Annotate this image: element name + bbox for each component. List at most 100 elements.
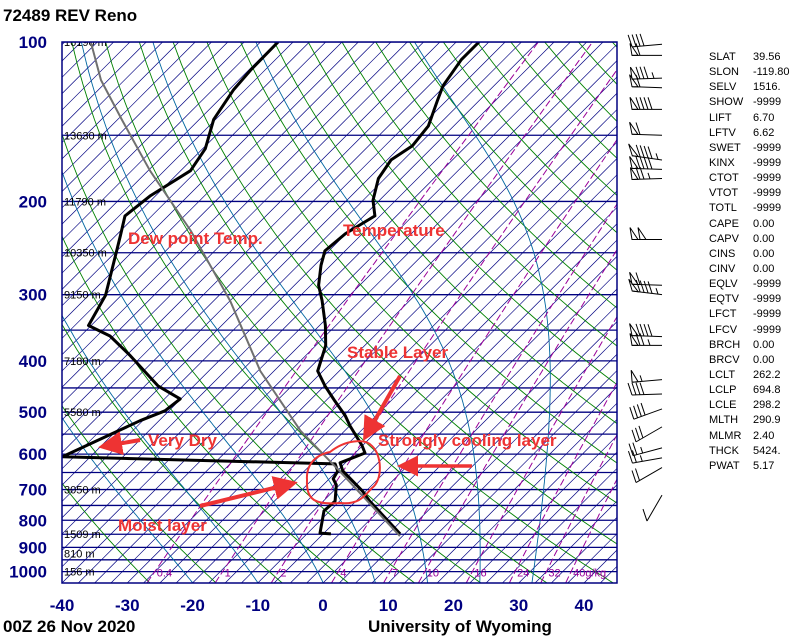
stat-key: TOTL [709,202,737,215]
pressure-tick-label: 500 [19,403,47,422]
isotherm-line [62,42,571,551]
wind-barb [631,425,663,443]
isotherm-line [62,42,65,46]
dry-adiabat [71,42,481,583]
very-dry-annotation: Very Dry [148,431,217,450]
plot-frame [61,41,618,584]
stat-key: LIFT [709,111,732,124]
stable-layer-annotation: Stable Layer [347,343,449,362]
stat-row: CAPE 0.00 [709,217,790,232]
isotherm-line [339,304,617,583]
mixing-ratio-label: 7 [392,568,398,580]
stat-value: 0.00 [753,217,775,230]
wind-barb [629,156,663,170]
stat-row: EQTV -9999 [709,292,790,307]
stat-key: PWAT [709,459,740,472]
stat-value: -9999 [753,308,782,321]
wind-barb [629,74,663,89]
pressure-tick-label: 800 [19,511,47,530]
stat-value: -9999 [753,96,782,109]
stat-key: MLTH [709,414,739,427]
stat-value: 694.8 [753,384,781,397]
pressure-tick-label: 400 [19,352,47,371]
mixing-ratio-line [214,42,594,583]
isotherm-line [62,42,245,225]
isotherm-line [62,42,261,241]
wind-barb [629,66,663,80]
isotherm-line [62,42,196,176]
stat-value: -9999 [753,156,782,169]
moist-adiabat [62,416,194,583]
mixing-ratio-line [383,203,617,583]
temperature-tick-label: -40 [50,596,75,615]
stat-row: THCK 5424. [709,444,790,459]
red-annotations [98,375,472,508]
isotherm-line [224,190,617,583]
stat-value: 5424. [753,444,781,457]
wind-barb [628,442,663,457]
mixing-ratio-line [508,381,617,583]
stat-row: SWET -9999 [709,141,790,156]
stat-value: -9999 [753,293,782,306]
height-label: 1509 m [64,529,101,541]
isotherm-line [62,42,490,470]
stat-key: SLON [709,66,739,79]
height-label: 10350 m [64,248,107,260]
isotherm-line [62,42,359,339]
isotherm-line [485,451,617,583]
wind-barb [629,333,662,346]
isotherm-line [127,92,617,583]
pressure-tick-label: 600 [19,445,47,464]
stat-key: CAPE [709,217,739,230]
isotherm-line [420,386,617,583]
isotherm-line [62,42,180,160]
stat-key: THCK [709,444,739,457]
temperature-tick-label: -20 [180,596,205,615]
pressure-tick-label: 700 [19,481,47,500]
wind-barb [629,271,663,286]
stat-value: -9999 [753,278,782,291]
height-label: 3050 m [64,485,101,497]
moist-layer-annotation: Moist layer [118,516,207,535]
isotherm-line [404,370,617,583]
isotherm-line [208,174,617,583]
pressure-tick-label: 200 [19,192,47,211]
dewpoint-trace [62,42,340,536]
pressure-tick-label: 100 [19,33,47,52]
stat-key: SHOW [709,96,744,109]
stat-key: KINX [709,156,735,169]
pressure-tick-label: 900 [19,538,47,557]
stat-row: SELV 1516. [709,80,790,95]
mixing-ratio-line [418,248,617,583]
wind-barb [629,43,662,56]
stat-key: LCLE [709,399,737,412]
stat-row: LIFT 6.70 [709,111,790,126]
isotherm-line [62,42,82,62]
dry-adiabat [62,132,415,583]
stat-key: LFCV [709,323,738,336]
dry-adiabat [273,42,617,425]
stat-row: SLON -119.80 [709,65,790,80]
moist-adiabat [152,42,429,583]
temperature-tick-label: 10 [379,596,398,615]
isotherm-line [62,42,522,502]
stat-row: CAPV 0.00 [709,232,790,247]
stat-key: CAPV [709,232,739,245]
temperature-tick-label: -10 [245,596,270,615]
moist-adiabat [62,170,324,583]
stat-key: LCLP [709,384,737,397]
wind-barb [629,97,662,110]
wind-barb [627,33,663,48]
mixing-ratio-label: 1 [225,568,231,580]
height-label: 5580 m [64,407,101,419]
stat-value: 0.00 [753,353,775,366]
stat-key: SWET [709,141,741,154]
cooling-layer-annotation: Strongly cooling layer [378,431,557,450]
dry-adiabat [172,42,617,545]
isotherm-line [62,42,294,274]
stat-key: EQTV [709,293,739,306]
stat-row: KINX -9999 [709,156,790,171]
stat-key: LCLT [709,368,736,381]
isotherm-line [355,321,617,583]
moist-layer-arrow [199,476,298,508]
